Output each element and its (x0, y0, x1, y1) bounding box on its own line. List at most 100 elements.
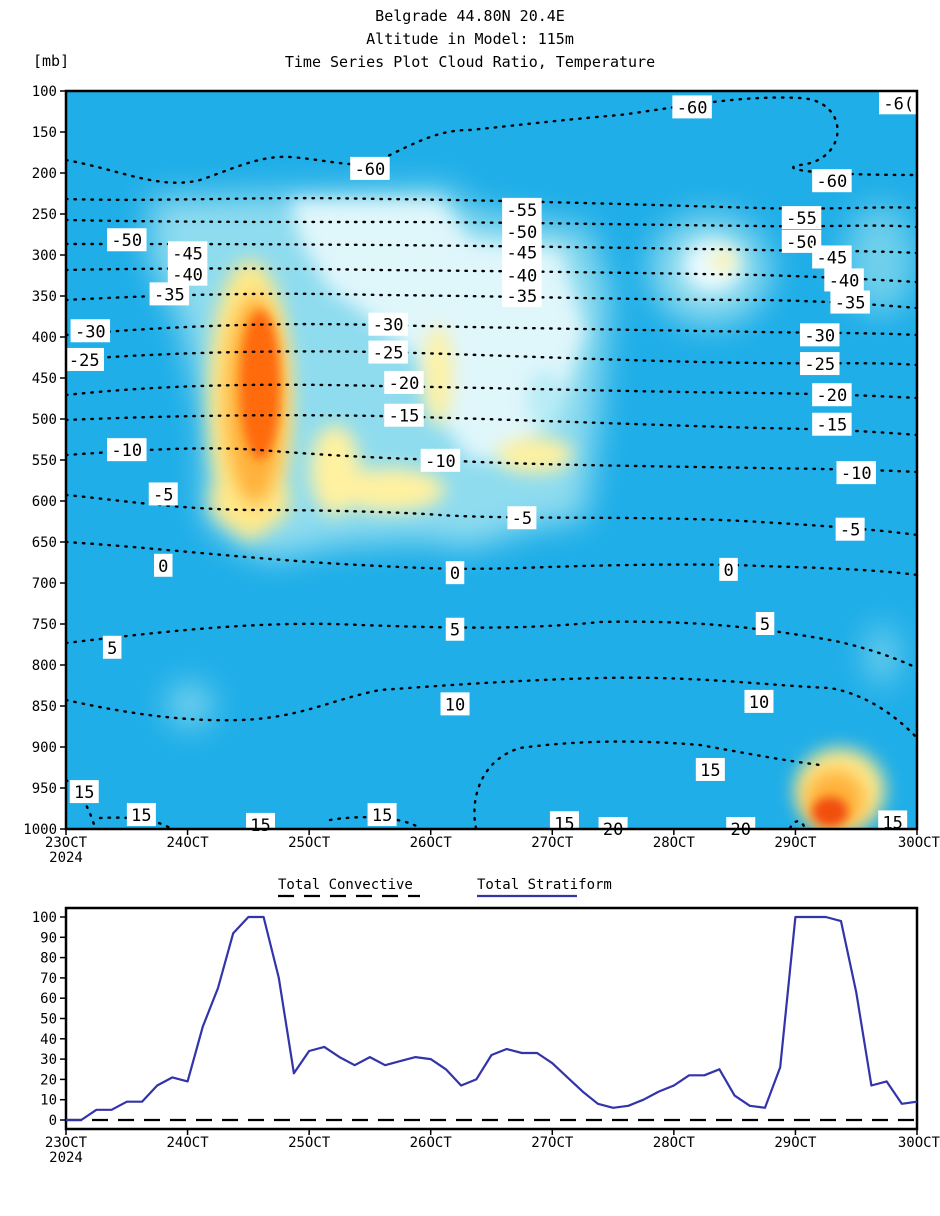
percent-tick-label: 20 (40, 1072, 57, 1088)
contour-label: 10 (445, 695, 465, 715)
pressure-tick-label: 250 (32, 207, 57, 223)
contour-label-box (350, 156, 390, 180)
pressure-tick-label: 500 (32, 412, 57, 428)
contour-label: -35 (835, 294, 866, 314)
contour-label-box (368, 340, 408, 364)
time-tick-label: 23OCT (45, 835, 88, 851)
contour-label: 0 (450, 564, 460, 584)
pressure-tick-label: 400 (32, 330, 57, 346)
contour-label: -10 (425, 452, 456, 472)
time-tick-label: 26OCT (410, 1135, 453, 1151)
contour-label-box (799, 323, 840, 347)
percent-tick-label: 30 (40, 1052, 57, 1068)
pressure-tick-label: 650 (32, 535, 57, 551)
top-time-axis: 23OCT 24OCT 25OCT 26OCT 27OCT 28OCT 29OCT 30OCT… (45, 829, 940, 866)
contour-label-box (154, 553, 173, 577)
contour-label-box (167, 262, 208, 286)
time-tick-label: 24OCT (166, 835, 209, 851)
contour-label: 5 (760, 615, 770, 635)
pressure-tick-label: 850 (32, 699, 57, 715)
pressure-tick-label: 750 (32, 617, 57, 633)
time-tick-label: 28OCT (653, 835, 696, 851)
percent-tick-label: 80 (40, 951, 57, 967)
pressure-tick-label: 100 (32, 84, 57, 100)
contour-label: -35 (154, 285, 185, 305)
pressure-tick-label: 200 (32, 166, 57, 182)
contour-label-box (830, 290, 870, 314)
contour-label-box (507, 506, 537, 530)
pressure-tick-label: 950 (32, 781, 57, 797)
pressure-tick-label: 550 (32, 453, 57, 469)
contour-label-box (812, 245, 852, 269)
percent-tick-label: 40 (40, 1032, 57, 1048)
contour-label: 15 (131, 806, 151, 826)
contour-label: -45 (817, 248, 848, 268)
percent-tick-label: 60 (40, 991, 57, 1007)
year-label: 2024 (49, 850, 83, 866)
contour-label: 15 (372, 806, 392, 826)
contour-label-box (368, 312, 408, 336)
time-tick-label: 30OCT (898, 835, 940, 851)
contour-label: -45 (507, 244, 538, 264)
contour-label: 10 (749, 693, 769, 713)
contour-label-box (445, 561, 465, 585)
contour-label-box (107, 228, 147, 252)
contour-label-box (149, 282, 190, 306)
contour-label: -50 (786, 233, 817, 253)
contour-label: -10 (111, 441, 142, 461)
pressure-tick-label: 450 (32, 371, 57, 387)
time-tick-label: 29OCT (774, 1135, 817, 1151)
legend-stratiform-label: Total Stratiform (477, 877, 612, 893)
contour-label: -55 (507, 201, 538, 221)
time-tick-label: 28OCT (653, 1135, 696, 1151)
contour-label-box (502, 220, 542, 244)
total-stratiform-line (66, 915, 918, 1122)
y-unit-label: [mb] (33, 52, 70, 70)
contour-label-box (70, 319, 111, 343)
contour-label-box (835, 517, 865, 541)
contour-label-box (799, 352, 840, 376)
contour-label: -30 (75, 322, 106, 342)
contour-label-box (878, 810, 908, 834)
pressure-tick-label: 800 (32, 658, 57, 674)
time-tick-label: 25OCT (288, 1135, 331, 1151)
contour-label-box (502, 240, 542, 264)
contour-label-box (64, 347, 104, 371)
contour-label-box (744, 689, 774, 713)
contour-label: 5 (107, 639, 117, 659)
location-title: Belgrade 44.80N 20.4E (375, 7, 565, 25)
contour-label: -40 (507, 267, 538, 287)
pressure-tick-label: 1000 (23, 822, 57, 838)
legend-convective-label: Total Convective (278, 877, 413, 893)
contour-label-box (781, 206, 822, 230)
pressure-axis: 100 150 200 250 300 350 400 450 500 550 600 650 700 7… (23, 84, 66, 838)
cloud-ratio-field (66, 91, 917, 829)
contour-label-box (695, 757, 725, 781)
contour-label: -50 (507, 223, 538, 243)
contour-label-box (148, 482, 178, 506)
plot-title: Time Series Plot Cloud Ratio, Temperatur… (284, 53, 656, 71)
contour-label-box (812, 169, 852, 193)
contour-label-box (69, 780, 99, 804)
contour-label-box (384, 370, 424, 394)
percent-tick-label: 100 (32, 910, 57, 926)
contour-label-box (824, 268, 864, 292)
time-tick-label: 24OCT (166, 1135, 209, 1151)
contour-label: -30 (804, 326, 835, 346)
contour-label: 5 (450, 621, 460, 641)
time-tick-label: 30OCT (898, 1135, 940, 1151)
contour-label: -20 (389, 374, 420, 394)
contour-label: -40 (172, 266, 203, 286)
pressure-tick-label: 350 (32, 289, 57, 305)
contour-label: -45 (172, 244, 203, 264)
contour-label-box (502, 197, 542, 221)
contour-label-box (420, 448, 461, 472)
time-tick-label: 25OCT (288, 835, 331, 851)
contour-label: -30 (373, 316, 404, 336)
percent-tick-label: 0 (49, 1113, 57, 1129)
line-series (66, 915, 918, 1122)
contour-label: 15 (882, 813, 902, 833)
legend: Total Convective Total Stratiform (278, 877, 612, 898)
contour-label: -20 (817, 386, 848, 406)
contour-label-box (102, 635, 122, 659)
